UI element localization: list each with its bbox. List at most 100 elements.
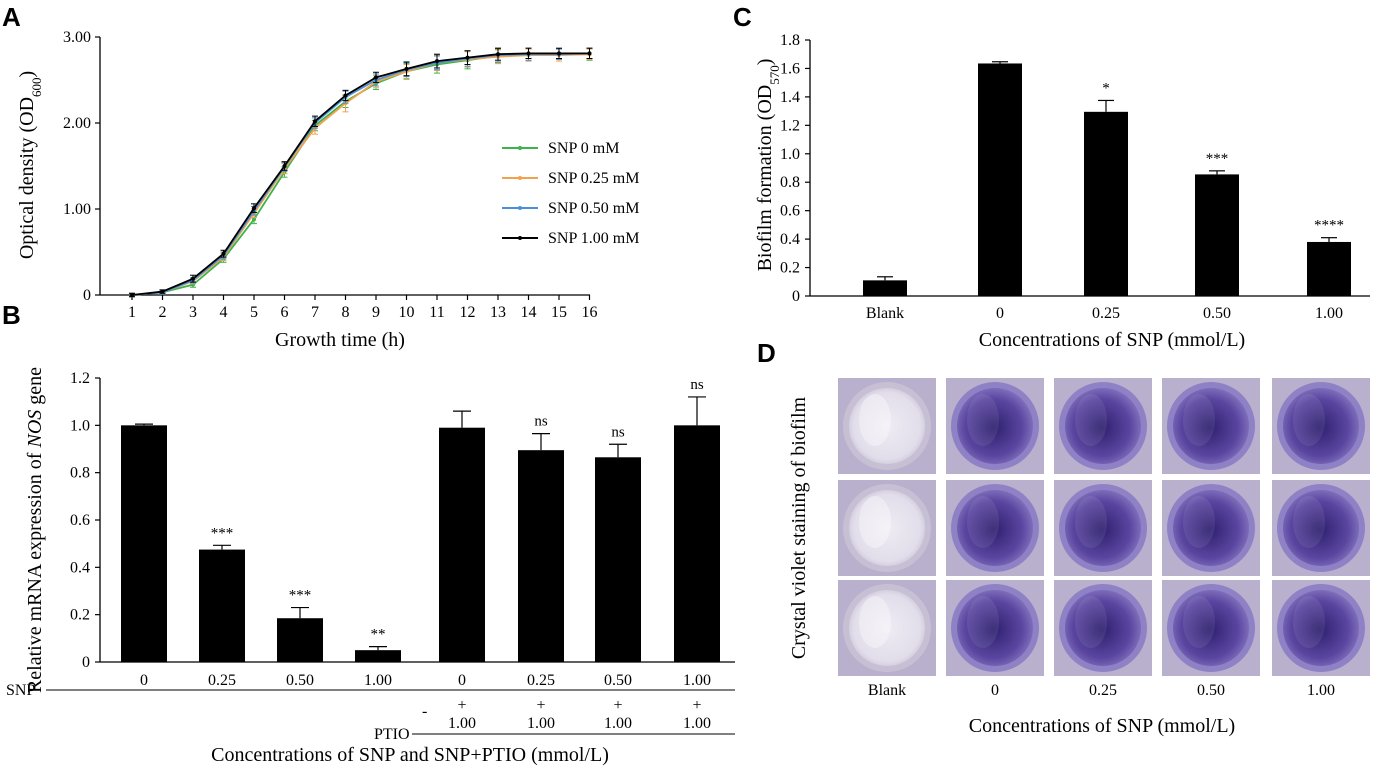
panel-a-series-line — [131, 52, 590, 296]
panel-a-x-tick-label: 2 — [159, 304, 167, 321]
panel-b-significance-label: ** — [371, 627, 386, 643]
panel-b-y-tick-label: 1.0 — [70, 417, 90, 434]
panel-c-category-label: 0.50 — [1203, 305, 1231, 322]
panel-a-x-tick-label: 5 — [250, 304, 258, 321]
panel-c-category-label: 0 — [996, 305, 1004, 322]
panel-b-y-tick-label: 0.4 — [70, 559, 90, 576]
panel-d-column-label: 0.25 — [1089, 682, 1117, 699]
panel-d-well-interior — [1173, 388, 1249, 464]
panel-c-y-tick-label: 1.8 — [780, 32, 800, 49]
panel-d-well-cell — [838, 378, 936, 474]
panel-c-bar — [1084, 111, 1128, 296]
panel-b-bar — [439, 427, 485, 662]
panel-d-well-cell — [1272, 480, 1370, 576]
panel-a-x-tick-label: 10 — [399, 304, 415, 321]
panel-d-well-interior — [849, 490, 925, 566]
panel-b-significance-label: *** — [289, 588, 312, 604]
panel-b-category-label: 1.00 — [364, 672, 392, 689]
panel-d-well-cell — [1272, 378, 1370, 474]
panel-a-x-tick-label: 11 — [429, 304, 444, 321]
panel-a-y-tick-label: 2.00 — [63, 115, 91, 132]
panel-d-well-cell — [838, 580, 936, 676]
panel-b-y-tick-label: 0.2 — [70, 607, 90, 624]
panel-c-y-axis-title: Biofilm formation (OD570) — [754, 59, 782, 272]
panel-a-data-point — [191, 276, 195, 281]
panel-b-significance-label: ns — [611, 424, 625, 440]
panel-d-well-cell — [838, 480, 936, 576]
panel-c-y-tick-label: 1.4 — [780, 89, 800, 106]
panel-d-x-axis-title: Concentrations of SNP (mmol/L) — [969, 715, 1235, 737]
panel-b-y-tick-label: 1.2 — [70, 370, 90, 387]
panel-b-bar — [121, 425, 167, 662]
panel-a-legend-label: SNP 0.25 mM — [548, 170, 639, 187]
panel-d-well-glare — [967, 496, 999, 548]
panel-c-significance-label: **** — [1314, 218, 1344, 234]
panel-b-bar — [199, 549, 245, 662]
panel-a-data-point — [435, 59, 439, 64]
panel-a-data-point — [343, 93, 348, 98]
panel-b-bar — [277, 618, 323, 662]
panel-c-y-tick-label: 0.4 — [780, 231, 800, 248]
panel-d-well-glare — [1075, 596, 1107, 648]
panel-d-column-label: Blank — [868, 682, 906, 699]
panel-d-well-cell — [1054, 580, 1152, 676]
panel-b-snp-row-label: SNP — [6, 682, 35, 699]
panel-d-well-interior — [1065, 388, 1141, 464]
panel-d-column-label: 0 — [991, 682, 999, 699]
panel-b-ptio-plus: + — [536, 697, 545, 714]
panel-a-legend-marker — [518, 146, 522, 150]
panel-a-legend-label: SNP 0.50 mM — [548, 200, 639, 217]
panel-a-data-point — [252, 206, 256, 211]
panel-d-well-glare — [1075, 496, 1107, 548]
panel-a-x-axis-title: Growth time (h) — [275, 329, 405, 351]
panel-d-well-glare — [1293, 596, 1325, 648]
panel-c-category-label: 1.00 — [1315, 305, 1343, 322]
panel-d-well-glare — [967, 394, 999, 446]
panel-d-well-cell — [1272, 580, 1370, 676]
panel-b-bar — [518, 450, 564, 662]
panel-b-ptio-plus: + — [692, 697, 701, 714]
panel-a-x-tick-label: 14 — [521, 304, 537, 321]
panel-c-category-label: 0.25 — [1092, 305, 1120, 322]
panel-c-biofilm-chart: Biofilm formation (OD570) Concentrations… — [754, 32, 1370, 351]
panel-d-well-interior — [849, 590, 925, 666]
panel-b-category-label: 0 — [140, 672, 148, 689]
panel-c-y-tick-label: 1.2 — [780, 117, 800, 134]
panel-a-legend-label: SNP 0 mM — [548, 140, 619, 157]
panel-a-x-tick-label: 9 — [372, 304, 380, 321]
panel-letter-c: C — [733, 2, 752, 32]
panel-b-category-label: 1.00 — [683, 672, 711, 689]
panel-b-category-label: 0.25 — [208, 672, 236, 689]
panel-c-y-tick-label: 0.2 — [780, 260, 800, 277]
panel-d-well-interior — [957, 388, 1033, 464]
panel-b-bar — [355, 650, 401, 662]
panel-c-y-tick-label: 0 — [792, 288, 800, 305]
panel-a-legend-marker — [518, 206, 522, 210]
panel-d-well-interior — [1283, 388, 1359, 464]
panel-d-well-interior — [849, 388, 925, 464]
panel-b-x-axis-title: Concentrations of SNP and SNP+PTIO (mmol… — [211, 744, 609, 766]
panel-b-ptio-value: 1.00 — [604, 715, 632, 732]
panel-a-data-point — [160, 289, 165, 294]
panel-a-series-line — [131, 53, 590, 296]
panel-b-y-tick-label: 0.6 — [70, 512, 90, 529]
panel-c-bar — [1307, 241, 1351, 296]
panel-c-y-tick-label: 0.8 — [780, 174, 800, 191]
panel-a-x-tick-label: 13 — [490, 304, 506, 321]
panel-a-x-tick-label: 6 — [281, 304, 289, 321]
panel-d-well-cell — [1054, 378, 1152, 474]
panel-b-bar — [674, 425, 720, 662]
panel-a-data-point — [252, 217, 256, 222]
panel-a-series-3 — [129, 47, 593, 298]
panel-a-legend-marker — [518, 236, 522, 240]
panel-c-bar — [1195, 174, 1239, 296]
panel-b-ptio-value: 1.00 — [448, 715, 476, 732]
panel-d-well-interior — [1283, 590, 1359, 666]
panel-b-ptio-plus: + — [457, 697, 466, 714]
panel-a-data-point — [282, 164, 287, 168]
panel-b-category-label: 0.50 — [286, 672, 314, 689]
panel-a-x-tick-label: 3 — [189, 304, 197, 321]
panel-d-well-glare — [1075, 394, 1107, 446]
panel-d-well-cell — [946, 480, 1044, 576]
